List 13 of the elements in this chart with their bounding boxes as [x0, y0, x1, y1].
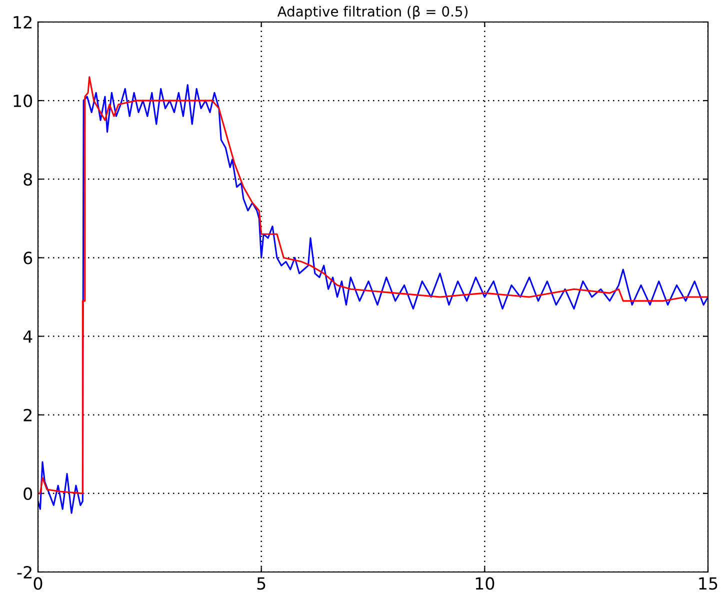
chart-title: Adaptive filtration (β = 0.5) [277, 6, 468, 20]
y-tick-label: 6 [24, 252, 32, 264]
y-tick-label: 2 [24, 408, 32, 422]
x-tick-label: 10 [476, 577, 494, 590]
y-tick-label: 0 [24, 487, 32, 500]
x-tick-label: 15 [699, 577, 718, 590]
x-tick-label: 0 [34, 577, 42, 590]
y-tick-label: 10 [14, 94, 32, 108]
y-tick-label: 12 [14, 16, 32, 28]
y-tick-label: 8 [24, 173, 32, 186]
x-tick-label: 5 [257, 577, 266, 590]
y-tick-label: -2 [17, 566, 32, 578]
y-tick-label: 4 [23, 330, 32, 343]
